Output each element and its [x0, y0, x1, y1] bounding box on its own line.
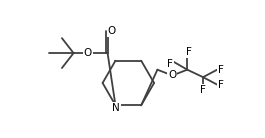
Text: N: N [112, 103, 120, 113]
Text: O: O [108, 26, 116, 36]
Text: O: O [168, 70, 176, 80]
Text: F: F [218, 80, 223, 90]
Text: F: F [218, 65, 223, 75]
Text: F: F [186, 47, 192, 57]
Text: O: O [84, 48, 92, 58]
Text: F: F [200, 85, 206, 95]
Text: F: F [167, 59, 173, 69]
